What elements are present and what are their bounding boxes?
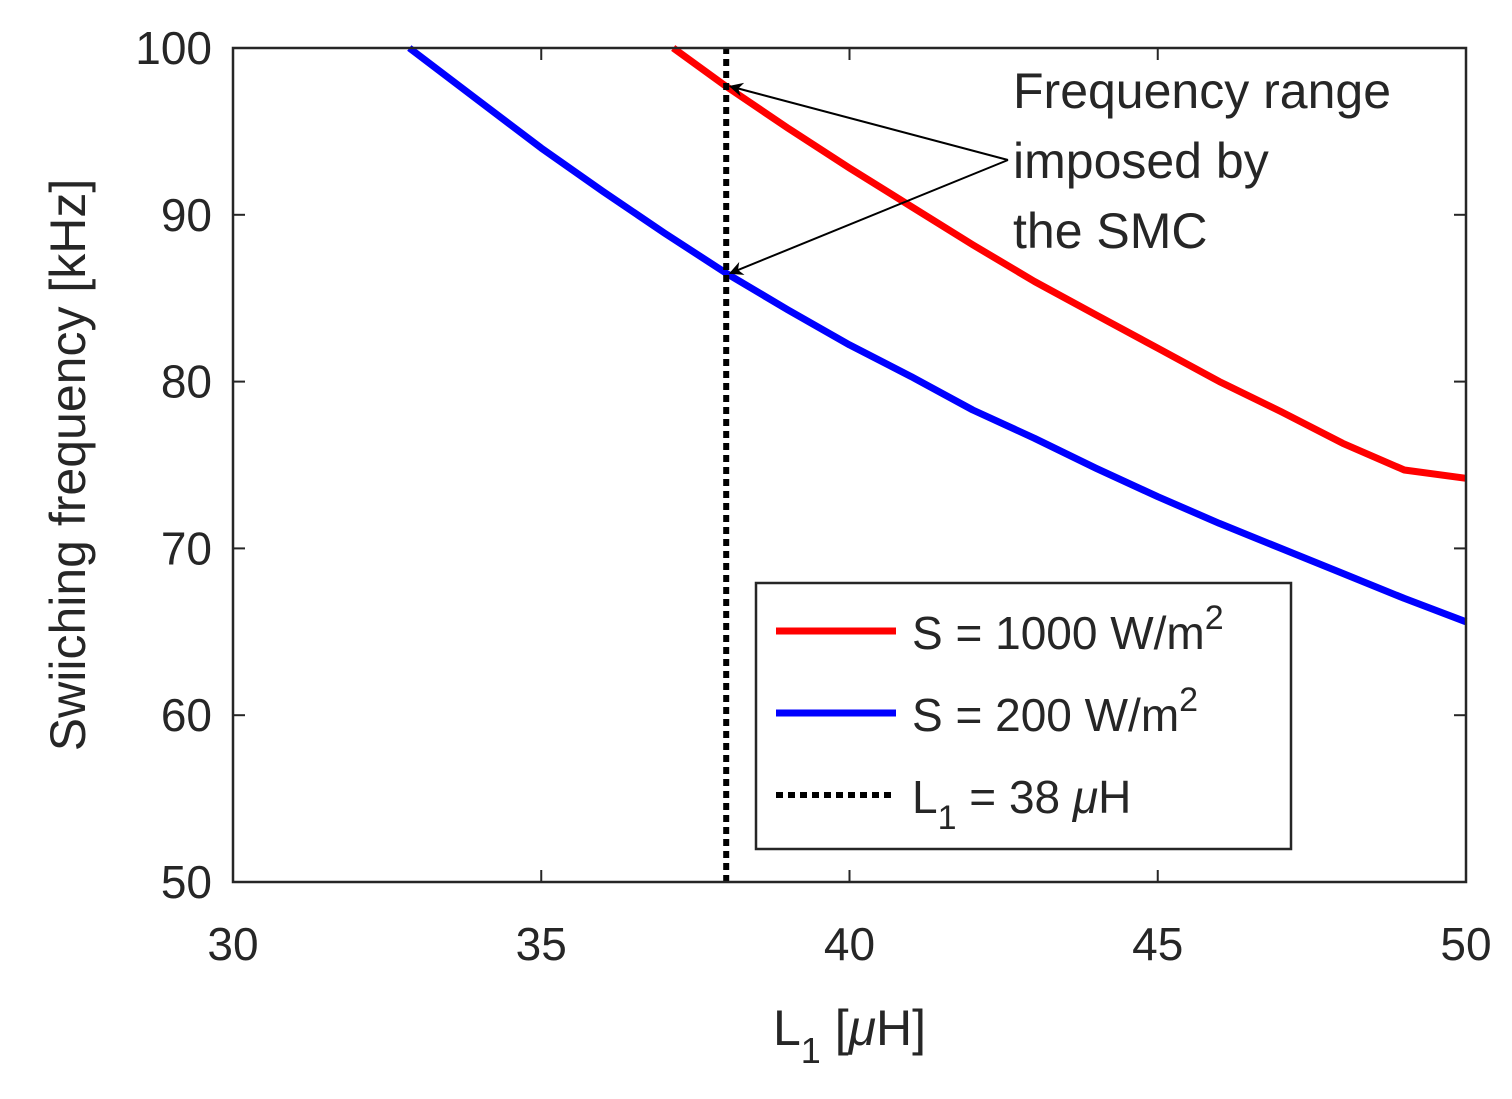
- annotation-text: Frequency range imposed by the SMC: [1013, 63, 1391, 259]
- y-tick-label: 100: [135, 22, 212, 74]
- series-line-1: [671, 45, 1467, 482]
- y-tick-label: 90: [161, 189, 212, 241]
- annotation-layer: Frequency range imposed by the SMC: [728, 63, 1391, 275]
- legend-label-1: S = 1000 W/m2: [912, 599, 1224, 659]
- x-tick-label: 35: [516, 918, 567, 970]
- ticks-layer: 30 35 40 45 50 50 60 70 80 90 100: [135, 22, 1491, 970]
- y-axis-label: Swiiching frequency [kHz]: [40, 179, 96, 751]
- y-tick-label: 70: [161, 522, 212, 574]
- y-tick-label: 60: [161, 689, 212, 741]
- legend-label-2: S = 200 W/m2: [912, 681, 1198, 741]
- legend-label-3: L1 = 38 μH: [912, 771, 1131, 837]
- x-tick-label: 50: [1440, 918, 1491, 970]
- y-tick-label: 80: [161, 356, 212, 408]
- labels-layer: L1 [μH] Swiiching frequency [kHz]: [40, 179, 926, 1071]
- x-axis-label: L1 [μH]: [773, 1000, 926, 1071]
- series-line-2: [407, 45, 1468, 626]
- x-tick-label: 30: [207, 918, 258, 970]
- y-tick-label: 50: [161, 856, 212, 908]
- legend: S = 1000 W/m2 S = 200 W/m2 L1 = 38 μH: [754, 581, 1293, 851]
- x-tick-label: 45: [1132, 918, 1183, 970]
- annotation-arrow-1: [728, 82, 1009, 161]
- annotation-arrow-2: [728, 159, 1009, 275]
- x-tick-label: 40: [824, 918, 875, 970]
- series-layer: [407, 45, 1468, 882]
